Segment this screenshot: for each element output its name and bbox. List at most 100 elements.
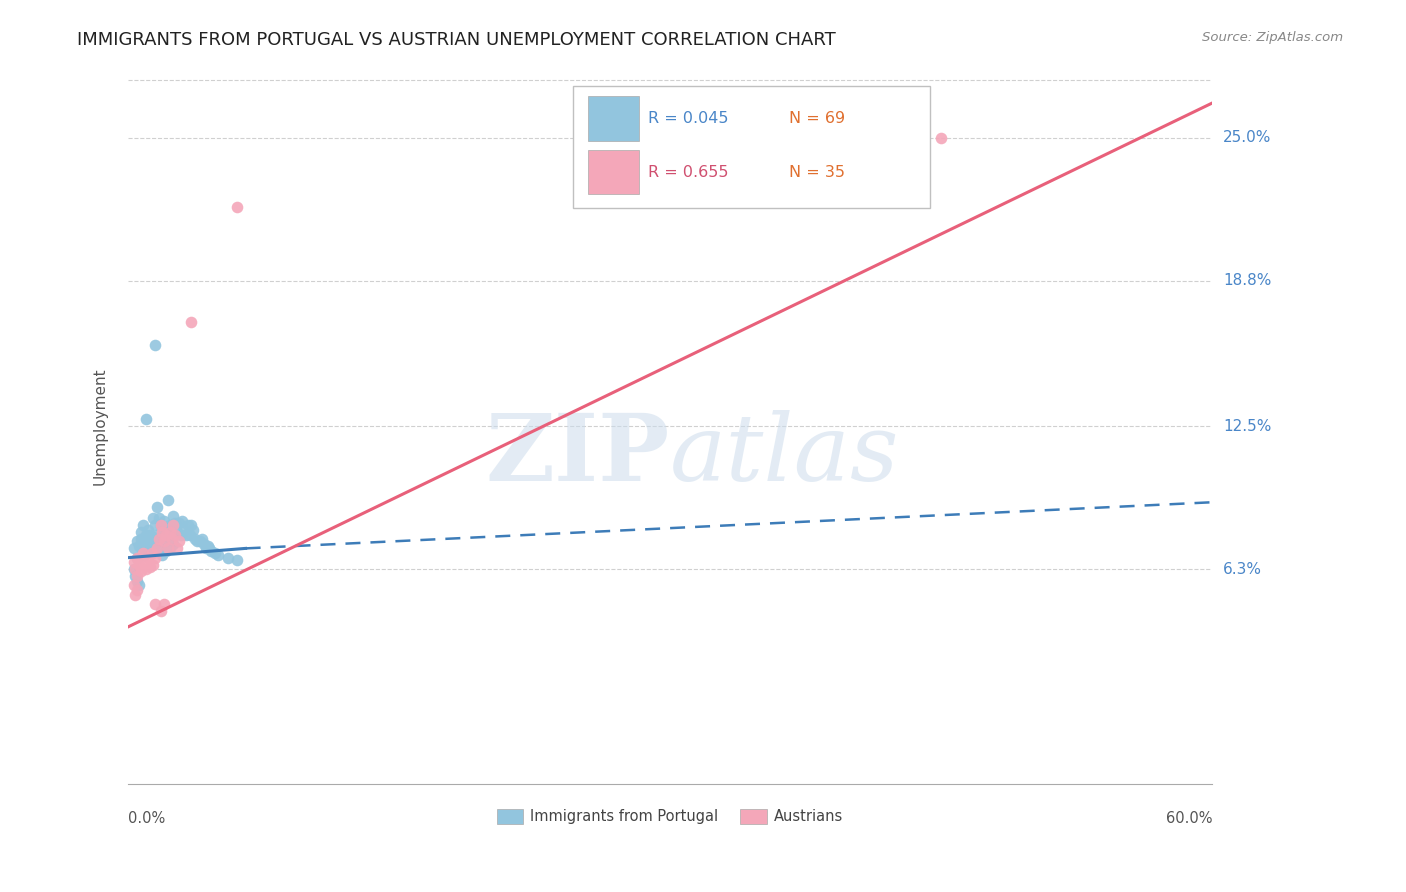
Point <box>156 541 179 556</box>
Point <box>152 527 174 541</box>
Point <box>165 516 187 530</box>
Point <box>152 549 174 563</box>
Point <box>193 537 215 551</box>
Point <box>162 537 184 551</box>
Point <box>134 549 156 563</box>
Point <box>225 553 247 567</box>
FancyBboxPatch shape <box>588 96 638 141</box>
Point <box>131 537 153 551</box>
Point <box>131 518 153 533</box>
Point <box>155 523 177 537</box>
Text: R = 0.045: R = 0.045 <box>648 112 728 126</box>
Point <box>127 550 149 565</box>
Point <box>127 574 149 588</box>
Point <box>155 527 177 541</box>
Point <box>173 523 195 537</box>
Point <box>156 492 179 507</box>
Text: R = 0.655: R = 0.655 <box>648 165 728 179</box>
Y-axis label: Unemployment: Unemployment <box>93 368 107 485</box>
Point <box>141 546 163 560</box>
Point <box>148 532 170 546</box>
Point <box>146 541 169 556</box>
Point <box>162 509 184 524</box>
Point <box>142 530 165 544</box>
Text: 18.8%: 18.8% <box>1223 273 1271 288</box>
Point <box>174 527 197 541</box>
Point <box>143 597 166 611</box>
Text: ZIP: ZIP <box>486 409 671 500</box>
Point <box>149 541 172 556</box>
Point <box>141 534 163 549</box>
Point <box>131 546 153 560</box>
Text: 6.3%: 6.3% <box>1223 562 1263 576</box>
Point <box>122 562 145 576</box>
Point <box>207 549 229 563</box>
Point <box>143 518 166 533</box>
Point <box>122 555 145 569</box>
Point <box>197 539 219 553</box>
Point <box>190 534 212 549</box>
Point <box>134 555 156 569</box>
Point <box>153 534 176 549</box>
Point <box>159 541 181 556</box>
Point <box>146 500 169 514</box>
Point <box>124 588 146 602</box>
Text: IMMIGRANTS FROM PORTUGAL VS AUSTRIAN UNEMPLOYMENT CORRELATION CHART: IMMIGRANTS FROM PORTUGAL VS AUSTRIAN UNE… <box>77 31 837 49</box>
Point <box>191 532 214 546</box>
Point <box>127 569 149 583</box>
Point <box>127 582 149 597</box>
Text: 0.0%: 0.0% <box>128 811 166 826</box>
Point <box>180 518 202 533</box>
Text: 60.0%: 60.0% <box>1166 811 1212 826</box>
Legend: Immigrants from Portugal, Austrians: Immigrants from Portugal, Austrians <box>491 803 849 830</box>
Point <box>180 315 202 329</box>
Point <box>172 514 194 528</box>
Point <box>139 559 162 574</box>
Point <box>204 546 226 560</box>
Point <box>124 562 146 576</box>
Point <box>162 518 184 533</box>
Point <box>135 527 157 541</box>
Point <box>152 525 174 540</box>
Point <box>127 550 149 565</box>
Point <box>124 569 146 583</box>
Point <box>146 527 169 541</box>
Point <box>143 550 166 565</box>
Point <box>148 511 170 525</box>
Point <box>166 541 188 556</box>
Point <box>122 541 145 556</box>
Text: atlas: atlas <box>671 409 900 500</box>
Text: Source: ZipAtlas.com: Source: ZipAtlas.com <box>1202 31 1343 45</box>
Point <box>159 525 181 540</box>
FancyBboxPatch shape <box>588 150 638 194</box>
Text: N = 35: N = 35 <box>789 165 845 179</box>
Point <box>169 527 191 541</box>
Point <box>143 338 166 352</box>
Point <box>929 130 952 145</box>
Point <box>143 537 166 551</box>
Point <box>186 534 208 549</box>
Point <box>153 514 176 528</box>
FancyBboxPatch shape <box>572 87 931 208</box>
Point <box>135 562 157 576</box>
Point <box>136 523 159 537</box>
Point <box>160 532 183 546</box>
Point <box>177 518 200 533</box>
Point <box>153 532 176 546</box>
Point <box>198 541 221 556</box>
Text: N = 69: N = 69 <box>789 112 845 126</box>
Point <box>128 558 150 572</box>
Point <box>141 546 163 560</box>
Point <box>166 525 188 540</box>
Point <box>153 597 176 611</box>
Point <box>127 534 149 549</box>
Point <box>156 532 179 546</box>
Text: 12.5%: 12.5% <box>1223 418 1271 434</box>
Point <box>149 604 172 618</box>
Point <box>194 541 217 556</box>
Point <box>129 525 152 540</box>
Point <box>167 516 190 530</box>
Point <box>122 578 145 592</box>
Point <box>149 518 172 533</box>
Point <box>129 565 152 579</box>
